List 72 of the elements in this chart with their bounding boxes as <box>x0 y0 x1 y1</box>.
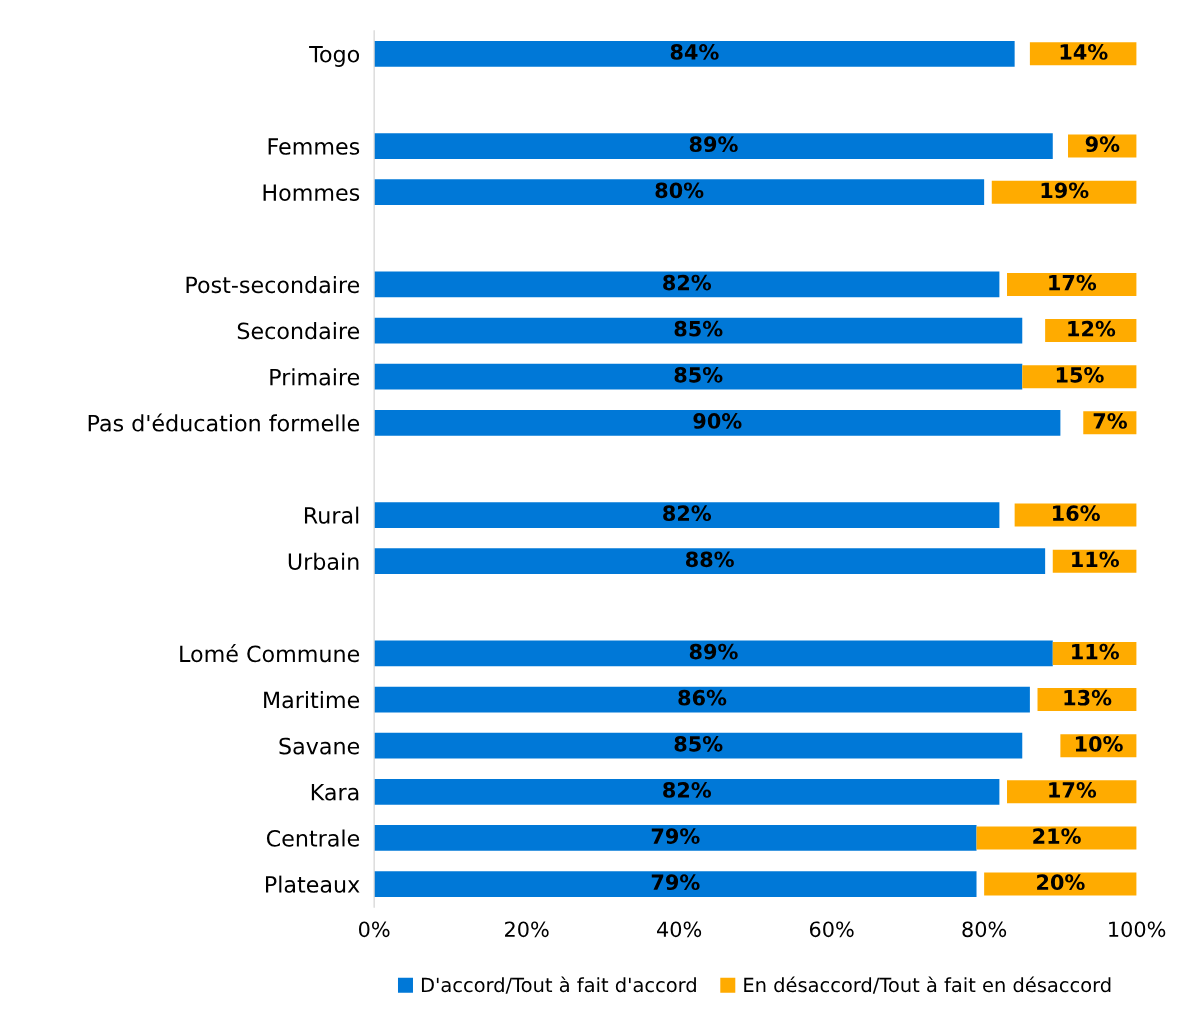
bar <box>374 363 1023 390</box>
bar <box>374 871 977 897</box>
data-label: 13% <box>1064 689 1112 706</box>
data-label: 80% <box>655 182 704 199</box>
data-label: 86% <box>678 689 727 706</box>
x-tick-label: 60% <box>809 921 854 938</box>
y-tick-label: Hommes <box>263 184 360 201</box>
y-tick-label: Secondaire <box>237 322 360 340</box>
data-label: 9% <box>1085 136 1120 153</box>
data-label: 85% <box>674 366 723 383</box>
y-tick-label: Primaire <box>270 368 360 386</box>
bar <box>984 872 1137 896</box>
bar <box>374 409 1061 436</box>
bar <box>374 548 1046 575</box>
bar <box>374 271 1000 298</box>
y-tick-label: Savane <box>279 737 360 755</box>
data-label: 82% <box>663 505 712 522</box>
bar <box>374 825 977 851</box>
data-label: 17% <box>1049 782 1097 798</box>
legend-label: En désaccord/Tout à fait en désaccord <box>744 976 1111 994</box>
bar <box>374 502 1000 528</box>
y-tick-label: Plateaux <box>266 875 360 893</box>
y-tick-label: Kara <box>311 784 359 801</box>
bar <box>374 317 1023 344</box>
bar <box>976 826 1137 850</box>
y-tick-label: Pas d'éducation formelle <box>88 413 360 432</box>
bar <box>374 179 985 206</box>
y-tick-label: Maritime <box>264 691 360 709</box>
data-label: 79% <box>651 874 700 891</box>
data-label: 90% <box>693 413 742 429</box>
data-label: 85% <box>674 735 723 752</box>
y-tick-label: Urbain <box>288 552 359 570</box>
bar <box>374 778 1000 805</box>
data-label: 82% <box>663 782 712 798</box>
y-tick-label: Lomé Commune <box>180 644 360 663</box>
y-tick-label: Femmes <box>268 138 360 155</box>
data-label: 11% <box>1072 643 1119 660</box>
x-tick-label: 20% <box>505 921 549 938</box>
data-label: 20% <box>1037 874 1085 891</box>
data-label: 19% <box>1041 182 1089 199</box>
data-label: 15% <box>1056 366 1104 383</box>
data-label: 89% <box>689 136 738 153</box>
data-label: 10% <box>1075 735 1123 752</box>
data-label: 7% <box>1093 413 1127 429</box>
x-tick-label: 0% <box>358 921 390 938</box>
y-tick-label: Rural <box>304 506 359 524</box>
x-tick-label: 40% <box>657 921 702 938</box>
data-label: 21% <box>1033 828 1081 844</box>
data-label: 16% <box>1053 505 1100 522</box>
bar <box>374 40 1015 67</box>
data-label: 89% <box>689 643 738 660</box>
data-label: 17% <box>1049 274 1097 291</box>
data-label: 82% <box>663 274 712 291</box>
bar <box>1007 272 1137 296</box>
y-tick-label: Togo <box>309 46 360 67</box>
data-label: 11% <box>1072 551 1119 568</box>
y-tick-label: Post-secondaire <box>186 275 360 294</box>
bar <box>374 732 1023 759</box>
bar <box>374 133 1053 159</box>
bar <box>374 686 1030 713</box>
x-tick-label: 80% <box>962 921 1007 938</box>
data-label: 85% <box>674 320 723 337</box>
data-label: 88% <box>685 551 734 568</box>
data-label: 84% <box>670 44 719 60</box>
x-tick-label: 100% <box>1109 921 1166 938</box>
y-tick-label: Centrale <box>266 829 360 847</box>
bar <box>1007 780 1137 804</box>
legend-label: D'accord/Tout à fait d'accord <box>421 976 696 994</box>
data-label: 79% <box>651 828 700 844</box>
data-label: 12% <box>1068 320 1116 337</box>
bar <box>374 640 1053 667</box>
data-label: 14% <box>1060 44 1108 60</box>
